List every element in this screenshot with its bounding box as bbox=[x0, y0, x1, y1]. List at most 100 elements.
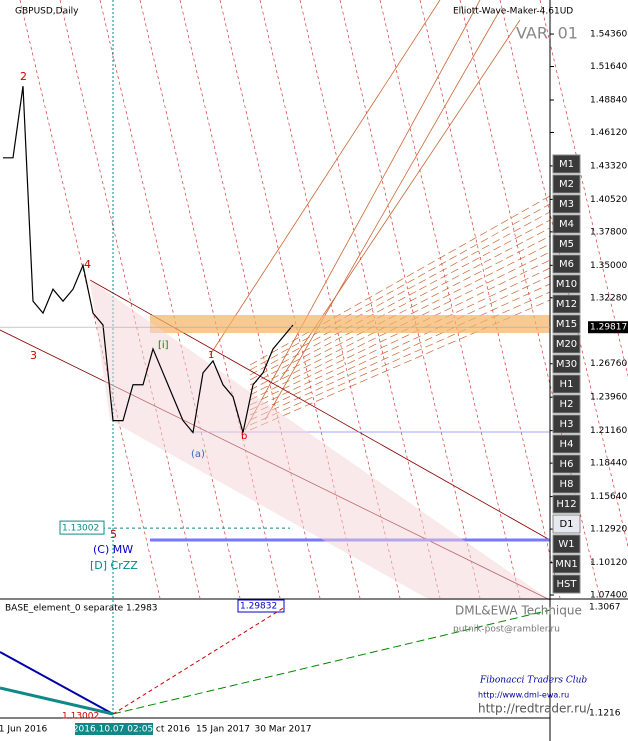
button-label[interactable]: MN1 bbox=[555, 559, 577, 570]
x-tick-label: 15 Jan 2017 bbox=[196, 725, 250, 735]
level-box bbox=[59, 520, 105, 535]
y-tick-label: 1.48840 bbox=[590, 95, 627, 105]
wave-label: [i] bbox=[158, 340, 169, 351]
button-label[interactable]: M10 bbox=[556, 279, 577, 290]
button-label[interactable]: M4 bbox=[559, 219, 574, 230]
timeframe-button[interactable]: M3 bbox=[552, 194, 581, 214]
timeframe-button[interactable]: H4 bbox=[552, 434, 581, 454]
fan-line bbox=[59, 0, 201, 599]
wave-label: 5 bbox=[110, 528, 117, 541]
y-tick-label: 1.32280 bbox=[590, 293, 627, 303]
button-face[interactable] bbox=[552, 294, 581, 314]
timeframe-button[interactable]: HST bbox=[552, 574, 581, 594]
button-label[interactable]: M1 bbox=[559, 159, 574, 170]
button-face[interactable] bbox=[552, 234, 581, 254]
level-value: 1.13002 bbox=[62, 524, 99, 534]
button-label[interactable]: H6 bbox=[560, 459, 574, 470]
wave-label: 1 bbox=[208, 350, 214, 361]
y-tick-label: 1.07400 bbox=[590, 591, 627, 601]
button-face[interactable] bbox=[552, 194, 581, 214]
button-face[interactable] bbox=[552, 494, 581, 514]
fan-line bbox=[249, 203, 551, 371]
timeframe-button[interactable]: M10 bbox=[552, 274, 581, 294]
button-label[interactable]: M3 bbox=[559, 199, 574, 210]
button-label[interactable]: M5 bbox=[559, 239, 574, 250]
button-label[interactable]: M20 bbox=[556, 339, 577, 350]
button-face[interactable] bbox=[552, 174, 581, 194]
button-label[interactable]: W1 bbox=[558, 539, 574, 550]
fan-line bbox=[339, 0, 481, 599]
button-label[interactable]: M12 bbox=[556, 299, 577, 310]
sub-scale-top: 1.3067 bbox=[589, 603, 621, 613]
sub-line bbox=[112, 609, 551, 715]
button-face[interactable] bbox=[552, 274, 581, 294]
y-tick-label: 1.18440 bbox=[590, 459, 627, 469]
y-tick-label: 1.26760 bbox=[590, 359, 627, 369]
fan-line bbox=[249, 259, 551, 406]
fan-line bbox=[249, 195, 551, 366]
button-face[interactable] bbox=[552, 154, 581, 174]
timeframe-button[interactable]: M1 bbox=[552, 154, 581, 174]
variant: VAR. 01 bbox=[516, 24, 578, 43]
timeframe-button[interactable]: M4 bbox=[552, 214, 581, 234]
sub-line bbox=[112, 606, 286, 715]
current-price-box bbox=[588, 321, 628, 334]
button-face[interactable] bbox=[552, 314, 581, 334]
button-label[interactable]: H2 bbox=[560, 399, 574, 410]
button-label[interactable]: H4 bbox=[560, 439, 574, 450]
fan-line bbox=[249, 251, 551, 401]
timeframe-button[interactable]: M30 bbox=[552, 354, 581, 374]
sub-low-value: 1.13002 bbox=[62, 712, 99, 722]
button-face[interactable] bbox=[552, 214, 581, 234]
button-label[interactable]: H1 bbox=[560, 379, 574, 390]
button-label[interactable]: H8 bbox=[560, 479, 574, 490]
button-face[interactable] bbox=[552, 254, 581, 274]
y-tick-label: 1.51640 bbox=[590, 62, 627, 72]
button-label[interactable]: M2 bbox=[559, 179, 574, 190]
plot bbox=[3, 86, 294, 434]
timeframe-button[interactable]: H12 bbox=[552, 494, 581, 514]
channel-line bbox=[209, 0, 441, 356]
button-label[interactable]: M15 bbox=[556, 319, 577, 330]
credit: http://www.dml-ewa.ru bbox=[478, 691, 569, 700]
timeframe-button[interactable]: MN1 bbox=[552, 554, 581, 574]
button-face[interactable] bbox=[552, 474, 581, 494]
button-face[interactable] bbox=[552, 514, 581, 534]
crosshair-time-box bbox=[75, 723, 153, 735]
timeframe-button[interactable]: W1 bbox=[552, 534, 581, 554]
y-tick-label: 1.43320 bbox=[590, 161, 627, 171]
fan-line bbox=[249, 283, 551, 421]
timeframe-button[interactable]: M6 bbox=[552, 254, 581, 274]
timeframe-button[interactable]: H6 bbox=[552, 454, 581, 474]
button-face[interactable] bbox=[552, 354, 581, 374]
button-label[interactable]: HST bbox=[557, 579, 578, 590]
button-face[interactable] bbox=[552, 534, 581, 554]
y-tick-label: 1.23960 bbox=[590, 393, 627, 403]
timeframe-button[interactable]: M2 bbox=[552, 174, 581, 194]
button-face[interactable] bbox=[552, 434, 581, 454]
button-face[interactable] bbox=[552, 394, 581, 414]
button-face[interactable] bbox=[552, 554, 581, 574]
button-label[interactable]: H3 bbox=[560, 419, 574, 430]
fan-line bbox=[539, 0, 628, 378]
button-face[interactable] bbox=[552, 414, 581, 434]
timeframe-button[interactable]: H1 bbox=[552, 374, 581, 394]
timeframe-button[interactable]: H8 bbox=[552, 474, 581, 494]
price-line bbox=[3, 86, 294, 434]
timeframe-button[interactable]: H2 bbox=[552, 394, 581, 414]
button-face[interactable] bbox=[552, 454, 581, 474]
button-label[interactable]: M30 bbox=[556, 359, 577, 370]
timeframe-button[interactable]: M12 bbox=[552, 294, 581, 314]
button-face[interactable] bbox=[552, 334, 581, 354]
timeframe-button[interactable]: H3 bbox=[552, 414, 581, 434]
timeframe-button[interactable]: M5 bbox=[552, 234, 581, 254]
timeframe-button[interactable]: D1 bbox=[552, 514, 581, 534]
button-label[interactable]: M6 bbox=[559, 259, 574, 270]
button-face[interactable] bbox=[552, 374, 581, 394]
button-face[interactable] bbox=[552, 574, 581, 594]
credit: http://redtrader.ru/ bbox=[478, 702, 592, 716]
timeframe-button[interactable]: M15 bbox=[552, 314, 581, 334]
button-label[interactable]: H12 bbox=[556, 499, 576, 510]
timeframe-button[interactable]: M20 bbox=[552, 334, 581, 354]
button-label[interactable]: D1 bbox=[559, 519, 573, 530]
